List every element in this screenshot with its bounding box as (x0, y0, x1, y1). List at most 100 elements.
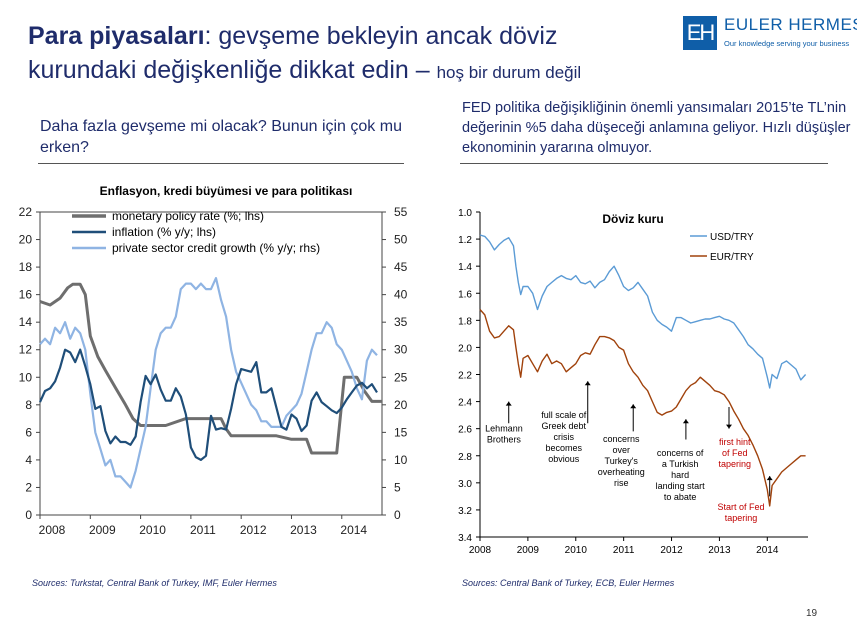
right-y-tick-label: 5 (394, 480, 401, 494)
annotation-text-1: Brothers (487, 434, 522, 444)
right-y-tick-label: 20 (394, 398, 408, 412)
rc-x-tick-label: 2009 (517, 545, 540, 556)
series-line-3 (39, 277, 378, 489)
rc-x-tick-label: 2014 (756, 545, 779, 556)
page-title-rest: : gevşeme bekleyin ancak döviz (204, 22, 558, 50)
annotation-text-5: of Fed (722, 448, 748, 458)
annotation-text-4: concerns of (657, 448, 704, 458)
annotation-text-5: first hint (719, 437, 751, 447)
exchange-rate-chart: Döviz kuru 1.0 1.2 1.4 1.6 1.8 2.0 2.2 2.4 2.6 2.… (458, 208, 808, 556)
right-y-tick-label: 25 (394, 370, 408, 384)
rc-x-tick-label: 2010 (565, 545, 588, 556)
left-y-tick-label: 18 (19, 260, 33, 274)
right-y-tick-label: 45 (394, 260, 408, 274)
x-tick-label: 2014 (340, 523, 367, 537)
rc-x-tick-label: 2008 (469, 545, 492, 556)
left-y-tick-label: 8 (25, 398, 32, 412)
rc-legend-label-2: EUR/TRY (710, 252, 754, 263)
page-title-line2-main: kurundaki değişkenliğe dikkat edin – (28, 56, 437, 84)
legend-label-2: inflation (% y/y; lhs) (112, 225, 216, 239)
rc-x-tick-label: 2013 (708, 545, 731, 556)
annotation-arrowhead-4 (682, 419, 689, 424)
annotation-text-1: Lehmann (485, 423, 523, 433)
right-y-tick-label: 15 (394, 425, 408, 439)
page-number: 19 (806, 608, 818, 619)
rc-legend-label-1: USD/TRY (710, 232, 754, 243)
rc-y-tick-label: 3.0 (458, 479, 472, 490)
rc-series-line-2 (479, 309, 806, 507)
left-y-tick-label: 4 (25, 453, 32, 467)
annotation-arrowhead-5 (725, 424, 732, 429)
logo-name: EULER HERMES (724, 15, 857, 34)
series-line-1 (39, 282, 382, 455)
left-y-tick-label: 2 (25, 480, 32, 494)
rc-y-tick-label: 2.2 (458, 371, 472, 382)
series-line-2 (38, 348, 378, 461)
left-y-tick-label: 0 (25, 508, 32, 522)
annotation-text-3: over (612, 445, 630, 455)
left-y-tick-label: 6 (25, 425, 32, 439)
rc-series-line-1 (479, 234, 807, 389)
annotation-text-2: becomes (546, 443, 583, 453)
left-y-tick-label: 12 (19, 343, 33, 357)
x-tick-label: 2011 (190, 523, 216, 537)
x-tick-label: 2013 (290, 523, 317, 537)
rc-y-tick-label: 1.0 (458, 208, 472, 219)
page-title-line1: Para piyasaları: gevşeme bekleyin ancak … (28, 22, 557, 51)
logo-tagline: Our knowledge serving your business (724, 39, 850, 48)
rc-y-tick-label: 2.4 (458, 398, 472, 409)
rc-x-tick-label: 2011 (613, 545, 635, 556)
annotation-text-2: Greek debt (542, 421, 587, 431)
x-tick-label: 2009 (89, 523, 116, 537)
annotation-text-4: a Turkish (662, 459, 699, 469)
rc-y-tick-label: 1.4 (458, 262, 472, 273)
left-y-tick-label: 14 (19, 315, 33, 329)
right-y-tick-label: 10 (394, 453, 408, 467)
left-y-tick-label: 22 (19, 205, 33, 219)
x-tick-label: 2008 (39, 523, 66, 537)
left-source-note: Sources: Turkstat, Central Bank of Turke… (32, 578, 277, 588)
annotation-text-3: rise (614, 478, 629, 488)
annotation-text-2: crisis (554, 432, 575, 442)
right-y-tick-label: 0 (394, 508, 401, 522)
left-panel-question: Daha fazla gevşeme mi olacak? Bunun için… (40, 118, 402, 156)
annotation-text-3: overheating (598, 467, 645, 477)
left-y-tick-label: 10 (19, 370, 33, 384)
right-divider (460, 163, 828, 164)
right-panel-text: FED politika değişikliğinin önemli yansı… (462, 100, 851, 156)
annotation-text-6: tapering (725, 513, 758, 523)
left-y-tick-label: 20 (19, 233, 33, 247)
page-title-line2: kurundaki değişkenliğe dikkat edin – hoş… (28, 56, 581, 85)
annotation-arrowhead-2 (584, 381, 591, 386)
rc-y-tick-label: 1.8 (458, 316, 472, 327)
legend-label-1: monetary policy rate (%; lhs) (112, 209, 264, 223)
euler-hermes-logo-mark (683, 16, 717, 50)
right-y-tick-label: 55 (394, 205, 408, 219)
rc-y-tick-label: 2.6 (458, 425, 472, 436)
right-chart-title: Döviz kuru (602, 212, 663, 226)
left-y-tick-label: 16 (19, 288, 33, 302)
right-source-note: Sources: Central Bank of Turkey, ECB, Eu… (462, 578, 675, 588)
annotation-arrowhead-3 (630, 404, 637, 409)
annotation-text-4: landing start (656, 481, 706, 491)
rc-x-tick-label: 2012 (660, 545, 683, 556)
right-y-tick-label: 40 (394, 288, 408, 302)
right-y-tick-label: 35 (394, 315, 408, 329)
legend-label-3: private sector credit growth (% y/y; rhs… (112, 241, 320, 255)
annotation-text-6: Start of Fed (717, 502, 764, 512)
left-divider (38, 163, 404, 164)
x-tick-label: 2010 (139, 523, 166, 537)
rc-y-tick-label: 2.0 (458, 343, 472, 354)
page-title-line2-small: hoş bir durum değil (436, 63, 582, 82)
logo-letters: EH (686, 20, 716, 45)
rc-y-tick-label: 3.4 (458, 533, 472, 544)
annotation-text-3: Turkey's (605, 456, 639, 466)
annotation-arrowhead-6 (766, 476, 773, 481)
right-y-tick-label: 30 (394, 343, 408, 357)
rc-y-tick-label: 3.2 (458, 506, 472, 517)
inflation-credit-policy-chart: Enflasyon, kredi büyümesi ve para politi… (19, 184, 408, 537)
annotation-text-2: full scale of (541, 410, 587, 420)
left-chart-frame (39, 211, 383, 516)
annotation-text-4: hard (671, 470, 689, 480)
right-y-tick-label: 50 (394, 233, 408, 247)
